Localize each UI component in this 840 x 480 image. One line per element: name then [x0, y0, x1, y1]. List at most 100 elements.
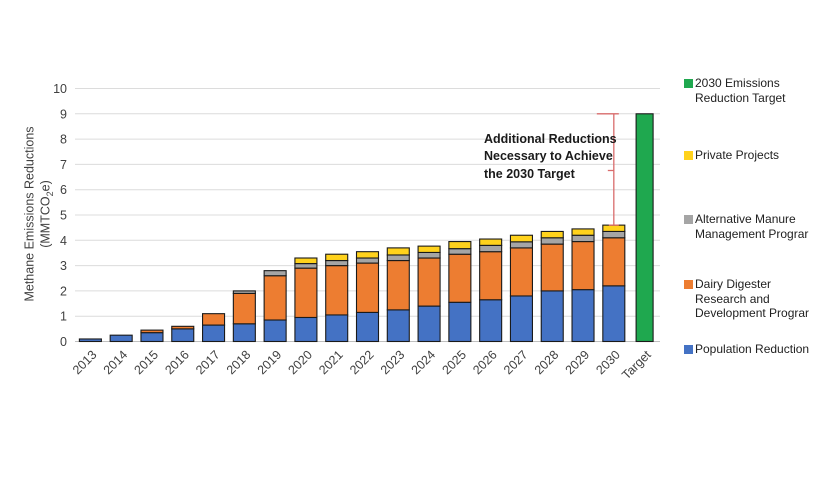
- x-tick-label: 2021: [316, 348, 346, 378]
- legend-label: Population Reduction: [695, 342, 810, 356]
- bar-segment-2018: [232, 290, 256, 294]
- x-tick-label: 2022: [347, 348, 377, 378]
- bar-segment-2015: [140, 329, 164, 334]
- x-tick-label: 2019: [255, 348, 285, 378]
- bar-segment-2027: [509, 241, 533, 249]
- y-axis-title-line2: (MMTCO2e): [37, 180, 55, 248]
- y-axis-title-line1: Methane Emissions Reductions: [22, 126, 37, 302]
- bar-segment-2022: [355, 251, 380, 259]
- bar-segment-2024: [417, 251, 441, 259]
- bar-segment-2026: [479, 251, 503, 301]
- y-tick-label: 4: [60, 234, 67, 248]
- legend-label: Alternative Manure Management Prograr: [695, 212, 809, 241]
- bar-segment-2029: [571, 289, 595, 343]
- x-tick-label: 2029: [563, 348, 593, 378]
- bar-segment-2025: [448, 241, 472, 250]
- x-tick-label: 2014: [101, 348, 131, 378]
- legend-swatch-icon: [684, 151, 693, 160]
- bar-segment-2028: [540, 243, 564, 292]
- bar-segment-2026: [479, 299, 503, 343]
- legend-swatch-icon: [684, 345, 693, 354]
- x-tick-label: 2020: [285, 348, 315, 378]
- bar-segment-2026: [479, 238, 503, 246]
- bar-segment-2028: [540, 237, 564, 245]
- bar-segment-2028: [540, 290, 564, 343]
- y-tick-label: 10: [53, 82, 67, 96]
- x-tick-label: 2015: [132, 348, 162, 378]
- bar-segment-2013: [78, 338, 102, 343]
- bar-segment-2017: [202, 324, 226, 343]
- bar-segment-2014: [109, 334, 133, 343]
- legend-swatch-icon: [684, 79, 693, 88]
- y-tick-label: 9: [60, 107, 67, 121]
- y-tick-label: 0: [60, 335, 67, 349]
- x-tick-label: 2024: [409, 348, 439, 378]
- legend-item: Private Projects: [684, 148, 779, 163]
- y-tick-label: 5: [60, 209, 67, 223]
- y-tick-label: 8: [60, 133, 67, 147]
- bar-segment-2015: [140, 332, 164, 343]
- annotation-text: Additional Reductions Necessary to Achie…: [484, 131, 644, 183]
- bar-segment-2016: [171, 328, 195, 343]
- bar-segment-2020: [294, 267, 318, 319]
- bar-segment-2021: [325, 253, 349, 262]
- bar-segment-Target: [635, 113, 654, 343]
- legend-label: 2030 Emissions Reduction Target: [695, 76, 786, 105]
- bar-segment-2021: [325, 265, 349, 316]
- bar-segment-2021: [325, 259, 349, 267]
- bar-segment-2030: [602, 237, 626, 287]
- y-tick-label: 2: [60, 284, 67, 298]
- bar-segment-2025: [448, 253, 472, 303]
- x-tick-label: 2023: [378, 348, 408, 378]
- y-tick-label: 1: [60, 310, 67, 324]
- bar-segment-2027: [509, 295, 533, 343]
- bar-segment-2023: [386, 247, 410, 256]
- bar-segment-2027: [509, 247, 533, 297]
- bar-segment-2028: [540, 230, 564, 239]
- bar-segment-2024: [417, 257, 441, 307]
- bar-segment-2022: [355, 311, 380, 343]
- x-tick-label: 2017: [193, 348, 223, 378]
- bar-segment-2019: [263, 270, 287, 277]
- x-tick-label: 2028: [532, 348, 562, 378]
- y-tick-label: 6: [60, 183, 67, 197]
- legend-item: Alternative Manure Management Prograr: [684, 212, 808, 241]
- bar-segment-2023: [386, 254, 410, 262]
- annotation-line: Additional Reductions: [484, 132, 617, 146]
- x-tick-label: 2026: [470, 348, 500, 378]
- legend-item: 2030 Emissions Reduction Target: [684, 76, 786, 105]
- x-tick-label: 2013: [70, 348, 100, 378]
- bar-segment-2017: [202, 313, 226, 326]
- legend-swatch-icon: [684, 280, 693, 289]
- bar-segment-2030: [602, 224, 626, 232]
- bar-segment-2020: [294, 316, 318, 343]
- bar-segment-2026: [479, 244, 503, 253]
- bar-segment-2016: [171, 325, 195, 330]
- x-tick-label: Target: [619, 347, 654, 382]
- bar-segment-2018: [232, 323, 256, 343]
- x-tick-label: 2016: [162, 348, 192, 378]
- legend-item: Dairy Digester Research and Development …: [684, 277, 809, 321]
- bar-segment-2020: [294, 263, 318, 269]
- legend-label: Dairy Digester Research and Development …: [695, 277, 810, 321]
- bar-segment-2029: [571, 234, 595, 243]
- bar-segment-2019: [263, 275, 287, 321]
- bar-segment-2018: [232, 292, 256, 325]
- y-tick-label: 7: [60, 158, 67, 172]
- legend: 2030 Emissions Reduction Target Private P…: [684, 0, 840, 480]
- bar-segment-2029: [571, 228, 595, 236]
- bar-segment-2022: [355, 257, 380, 264]
- bar-segment-2024: [417, 245, 441, 253]
- legend-label: Private Projects: [695, 148, 780, 162]
- y-tick-label: 3: [60, 259, 67, 273]
- bar-segment-2025: [448, 248, 472, 255]
- bar-segment-2027: [509, 234, 533, 243]
- bar-segment-2025: [448, 301, 472, 343]
- bar-segment-2030: [602, 285, 626, 343]
- x-tick-label: 2018: [224, 348, 254, 378]
- bar-segment-2020: [294, 257, 318, 265]
- bar-segment-2023: [386, 259, 410, 311]
- legend-swatch-icon: [684, 215, 693, 224]
